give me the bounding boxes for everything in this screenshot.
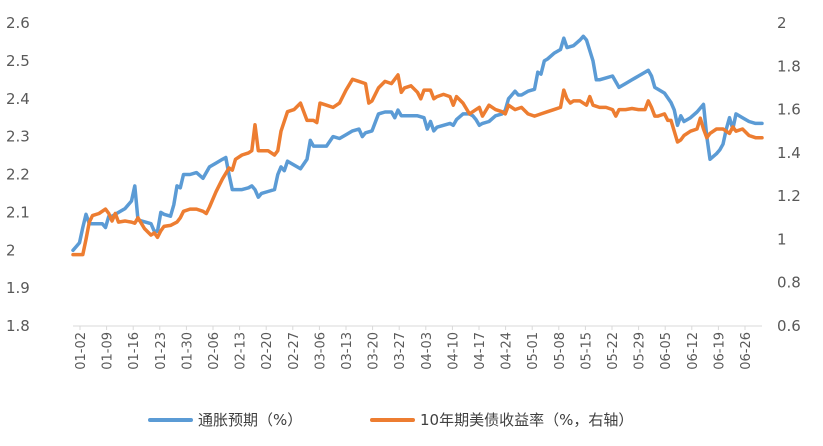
x-axis: 01-02 01-09 01-16 01-23 01-30 02-06 02-13 02-20… [74, 326, 754, 370]
x-tick-label: 02-20 [260, 332, 275, 370]
legend-label-inflation: 通胀预期（%） [198, 411, 302, 429]
x-tick-label: 01-16 [127, 332, 142, 370]
x-tick-label: 03-27 [393, 332, 408, 370]
right-tick-label: 2 [777, 14, 787, 32]
x-tick-label: 05-15 [579, 332, 594, 370]
legend-label-yield: 10年期美债收益率（%，右轴） [420, 411, 633, 429]
left-tick-label: 1.8 [6, 317, 30, 335]
x-tick-label: 02-27 [287, 332, 302, 370]
left-tick-label: 2.3 [6, 128, 30, 146]
right-y-axis: 0.6 0.8 1 1.2 1.4 1.6 1.8 2 [777, 14, 801, 335]
x-tick-label: 03-20 [367, 332, 382, 370]
x-tick-label: 04-24 [500, 332, 515, 370]
x-tick-label: 06-12 [686, 332, 701, 370]
left-tick-label: 2.1 [6, 203, 30, 221]
right-tick-label: 1.2 [777, 187, 801, 205]
left-tick-label: 1.9 [6, 279, 30, 297]
right-tick-label: 1.6 [777, 101, 801, 119]
x-tick-label: 01-23 [154, 332, 169, 370]
x-tick-label: 06-05 [659, 332, 674, 370]
left-y-axis: 1.8 1.9 2 2.1 2.2 2.3 2.4 2.5 2.6 [6, 14, 30, 335]
right-tick-label: 1.8 [777, 57, 801, 75]
x-tick-label: 05-08 [553, 332, 568, 370]
x-tick-label: 01-30 [180, 332, 195, 370]
x-tick-label: 02-13 [234, 332, 249, 370]
series-line-yield [71, 73, 764, 257]
x-tick-label: 05-29 [633, 332, 648, 370]
x-tick-label: 05-22 [606, 332, 621, 370]
x-tick-label: 04-17 [473, 332, 488, 370]
x-tick-label: 05-01 [526, 332, 541, 370]
x-tick-label: 01-02 [74, 332, 89, 370]
x-tick-label: 04-03 [420, 332, 435, 370]
left-tick-label: 2.6 [6, 14, 30, 32]
x-tick-label: 03-13 [340, 332, 355, 370]
right-tick-label: 0.6 [777, 317, 801, 335]
x-tick-label: 03-06 [313, 332, 328, 370]
x-tick-label: 04-10 [446, 332, 461, 370]
right-tick-label: 0.8 [777, 274, 801, 292]
series-layer [71, 34, 764, 257]
left-tick-label: 2.5 [6, 52, 30, 70]
right-tick-label: 1.4 [777, 144, 801, 162]
x-tick-label: 01-09 [101, 332, 116, 370]
left-tick-label: 2.2 [6, 166, 30, 184]
x-tick-label: 02-06 [207, 332, 222, 370]
left-tick-label: 2.4 [6, 90, 30, 108]
series-line-inflation [71, 34, 764, 253]
left-tick-label: 2 [6, 241, 16, 259]
x-tick-label: 06-19 [712, 332, 727, 370]
legend: 通胀预期（%） 10年期美债收益率（%，右轴） [148, 411, 633, 429]
x-tick-label: 06-26 [739, 332, 754, 370]
right-tick-label: 1 [777, 230, 787, 248]
